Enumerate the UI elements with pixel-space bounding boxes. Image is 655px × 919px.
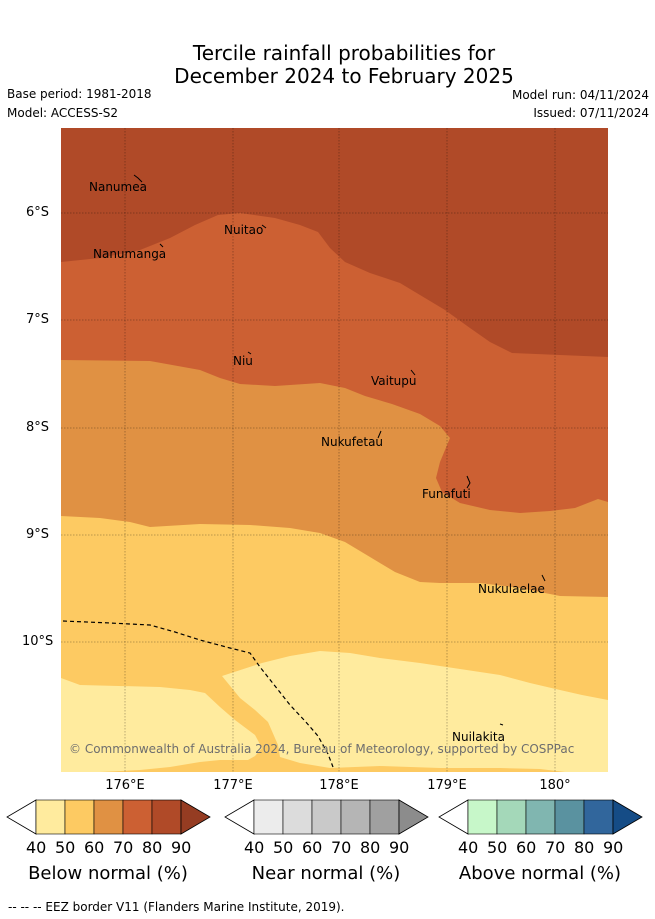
lat-label-9s: 9°S — [26, 527, 50, 542]
cb-above-swatch — [583, 799, 614, 835]
cb-above-tick: 80 — [574, 838, 595, 857]
cb-above-swatch — [554, 799, 585, 835]
cb-above-tick: 90 — [603, 838, 624, 857]
colorbar-below — [6, 799, 211, 835]
cb-above-tick: 60 — [516, 838, 537, 857]
colorbar-near — [224, 799, 429, 835]
cb-below-min-arrow — [6, 799, 37, 835]
lon-label-179e: 179°E — [427, 778, 467, 793]
cb-near-tick: 50 — [273, 838, 294, 857]
cb-below-swatch — [151, 799, 182, 835]
cb-above-tick: 50 — [487, 838, 508, 857]
place-label-funafuti: Funafuti — [422, 487, 471, 501]
place-label-niu: Niu — [233, 354, 253, 368]
lat-label-6s: 6°S — [26, 205, 50, 220]
cb-above-swatch — [525, 799, 556, 835]
cb-near-swatch — [253, 799, 284, 835]
place-label-nuilakita: Nuilakita — [452, 730, 505, 744]
cb-below-tick: 50 — [55, 838, 76, 857]
cb-above-swatch — [496, 799, 527, 835]
island-shapes — [133, 174, 546, 726]
cb-below-swatch — [35, 799, 66, 835]
lon-label-178e: 178°E — [319, 778, 359, 793]
lon-label-180: 180° — [539, 778, 571, 793]
colorbar-above — [438, 799, 643, 835]
map-title-line2: December 2024 to February 2025 — [174, 64, 514, 88]
issued-date: Issued: 07/11/2024 — [533, 106, 649, 120]
cb-near-tick: 90 — [389, 838, 410, 857]
cb-near-min-arrow — [224, 799, 255, 835]
cb-near-swatch — [340, 799, 371, 835]
cb-above-caption: Above normal (%) — [458, 863, 622, 884]
lat-label-7s: 7°S — [26, 312, 50, 327]
graticule — [61, 128, 608, 772]
lat-label-8s: 8°S — [26, 420, 50, 435]
cb-below-tick: 80 — [142, 838, 163, 857]
place-label-nanumea: Nanumea — [89, 180, 147, 194]
cb-near-tick: 70 — [331, 838, 352, 857]
place-label-nanumanga: Nanumanga — [93, 247, 167, 261]
cb-below-caption: Below normal (%) — [28, 863, 188, 884]
eez-legend-footer: -- -- -- EEZ border V11 (Flanders Marine… — [8, 900, 345, 914]
map-title-line1: Tercile rainfall probabilities for — [192, 41, 496, 65]
cb-below-swatch — [64, 799, 95, 835]
base-period: Base period: 1981-2018 — [7, 87, 152, 101]
model-name: Model: ACCESS-S2 — [7, 106, 119, 120]
cb-near-swatch — [282, 799, 313, 835]
eez-border — [62, 620, 334, 768]
map-area — [61, 128, 608, 772]
place-label-nuitao: Nuitao — [224, 223, 264, 237]
cb-above-tick: 70 — [545, 838, 566, 857]
cb-above-min-arrow — [438, 799, 469, 835]
cb-below-tick: 60 — [84, 838, 105, 857]
cb-above-tick: 40 — [458, 838, 479, 857]
cb-near-caption: Near normal (%) — [251, 863, 401, 884]
cb-near-tick: 60 — [302, 838, 323, 857]
cb-near-tick: 80 — [360, 838, 381, 857]
cb-near-swatch — [311, 799, 342, 835]
cb-above-max-arrow — [612, 799, 643, 835]
cb-below-swatch — [93, 799, 124, 835]
cb-below-swatch — [122, 799, 153, 835]
cb-below-max-arrow — [180, 799, 211, 835]
cb-below-tick: 90 — [171, 838, 192, 857]
model-run: Model run: 04/11/2024 — [511, 88, 649, 102]
cb-below-tick: 70 — [113, 838, 134, 857]
copyright-notice: © Commonwealth of Australia 2024, Bureau… — [69, 742, 575, 756]
place-label-nukufetau: Nukufetau — [321, 435, 384, 449]
lat-label-10s: 10°S — [22, 634, 54, 649]
lon-label-176e: 176°E — [105, 778, 145, 793]
lon-label-177e: 177°E — [213, 778, 253, 793]
cb-near-tick: 40 — [244, 838, 265, 857]
place-label-nukulaelae: Nukulaelae — [478, 582, 545, 596]
cb-above-swatch — [467, 799, 498, 835]
cb-near-swatch — [369, 799, 400, 835]
cb-below-tick: 40 — [26, 838, 47, 857]
place-label-vaitupu: Vaitupu — [371, 374, 417, 388]
cb-near-max-arrow — [398, 799, 429, 835]
